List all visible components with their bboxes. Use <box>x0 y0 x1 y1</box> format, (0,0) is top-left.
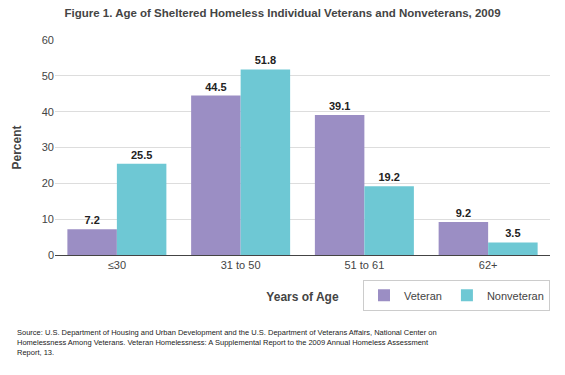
svg-text:0: 0 <box>48 249 54 261</box>
svg-text:31 to 50: 31 to 50 <box>221 259 261 271</box>
svg-text:30: 30 <box>42 141 54 153</box>
svg-text:3.5: 3.5 <box>505 227 520 239</box>
svg-text:62+: 62+ <box>479 259 498 271</box>
svg-text:39.1: 39.1 <box>329 100 350 112</box>
svg-text:Nonveteran: Nonveteran <box>487 290 544 302</box>
svg-text:19.2: 19.2 <box>378 171 399 183</box>
svg-text:10: 10 <box>42 213 54 225</box>
svg-text:51.8: 51.8 <box>255 54 276 66</box>
svg-text:60: 60 <box>42 34 54 46</box>
svg-text:50: 50 <box>42 70 54 82</box>
svg-text:9.2: 9.2 <box>456 207 471 219</box>
svg-text:Veteran: Veteran <box>404 290 442 302</box>
svg-text:51 to 61: 51 to 61 <box>344 259 384 271</box>
svg-text:20: 20 <box>42 177 54 189</box>
svg-text:Source: U.S. Department of Hou: Source: U.S. Department of Housing and U… <box>17 328 437 357</box>
svg-text:25.5: 25.5 <box>131 149 152 161</box>
svg-text:Percent: Percent <box>10 125 24 169</box>
svg-text:7.2: 7.2 <box>84 214 99 226</box>
svg-text:44.5: 44.5 <box>205 81 226 93</box>
svg-text:Figure 1. Age of Sheltered Hom: Figure 1. Age of Sheltered Homeless Indi… <box>64 7 500 19</box>
svg-text:40: 40 <box>42 106 54 118</box>
svg-text:≤30: ≤30 <box>108 259 126 271</box>
svg-text:Years of Age: Years of Age <box>266 290 339 304</box>
